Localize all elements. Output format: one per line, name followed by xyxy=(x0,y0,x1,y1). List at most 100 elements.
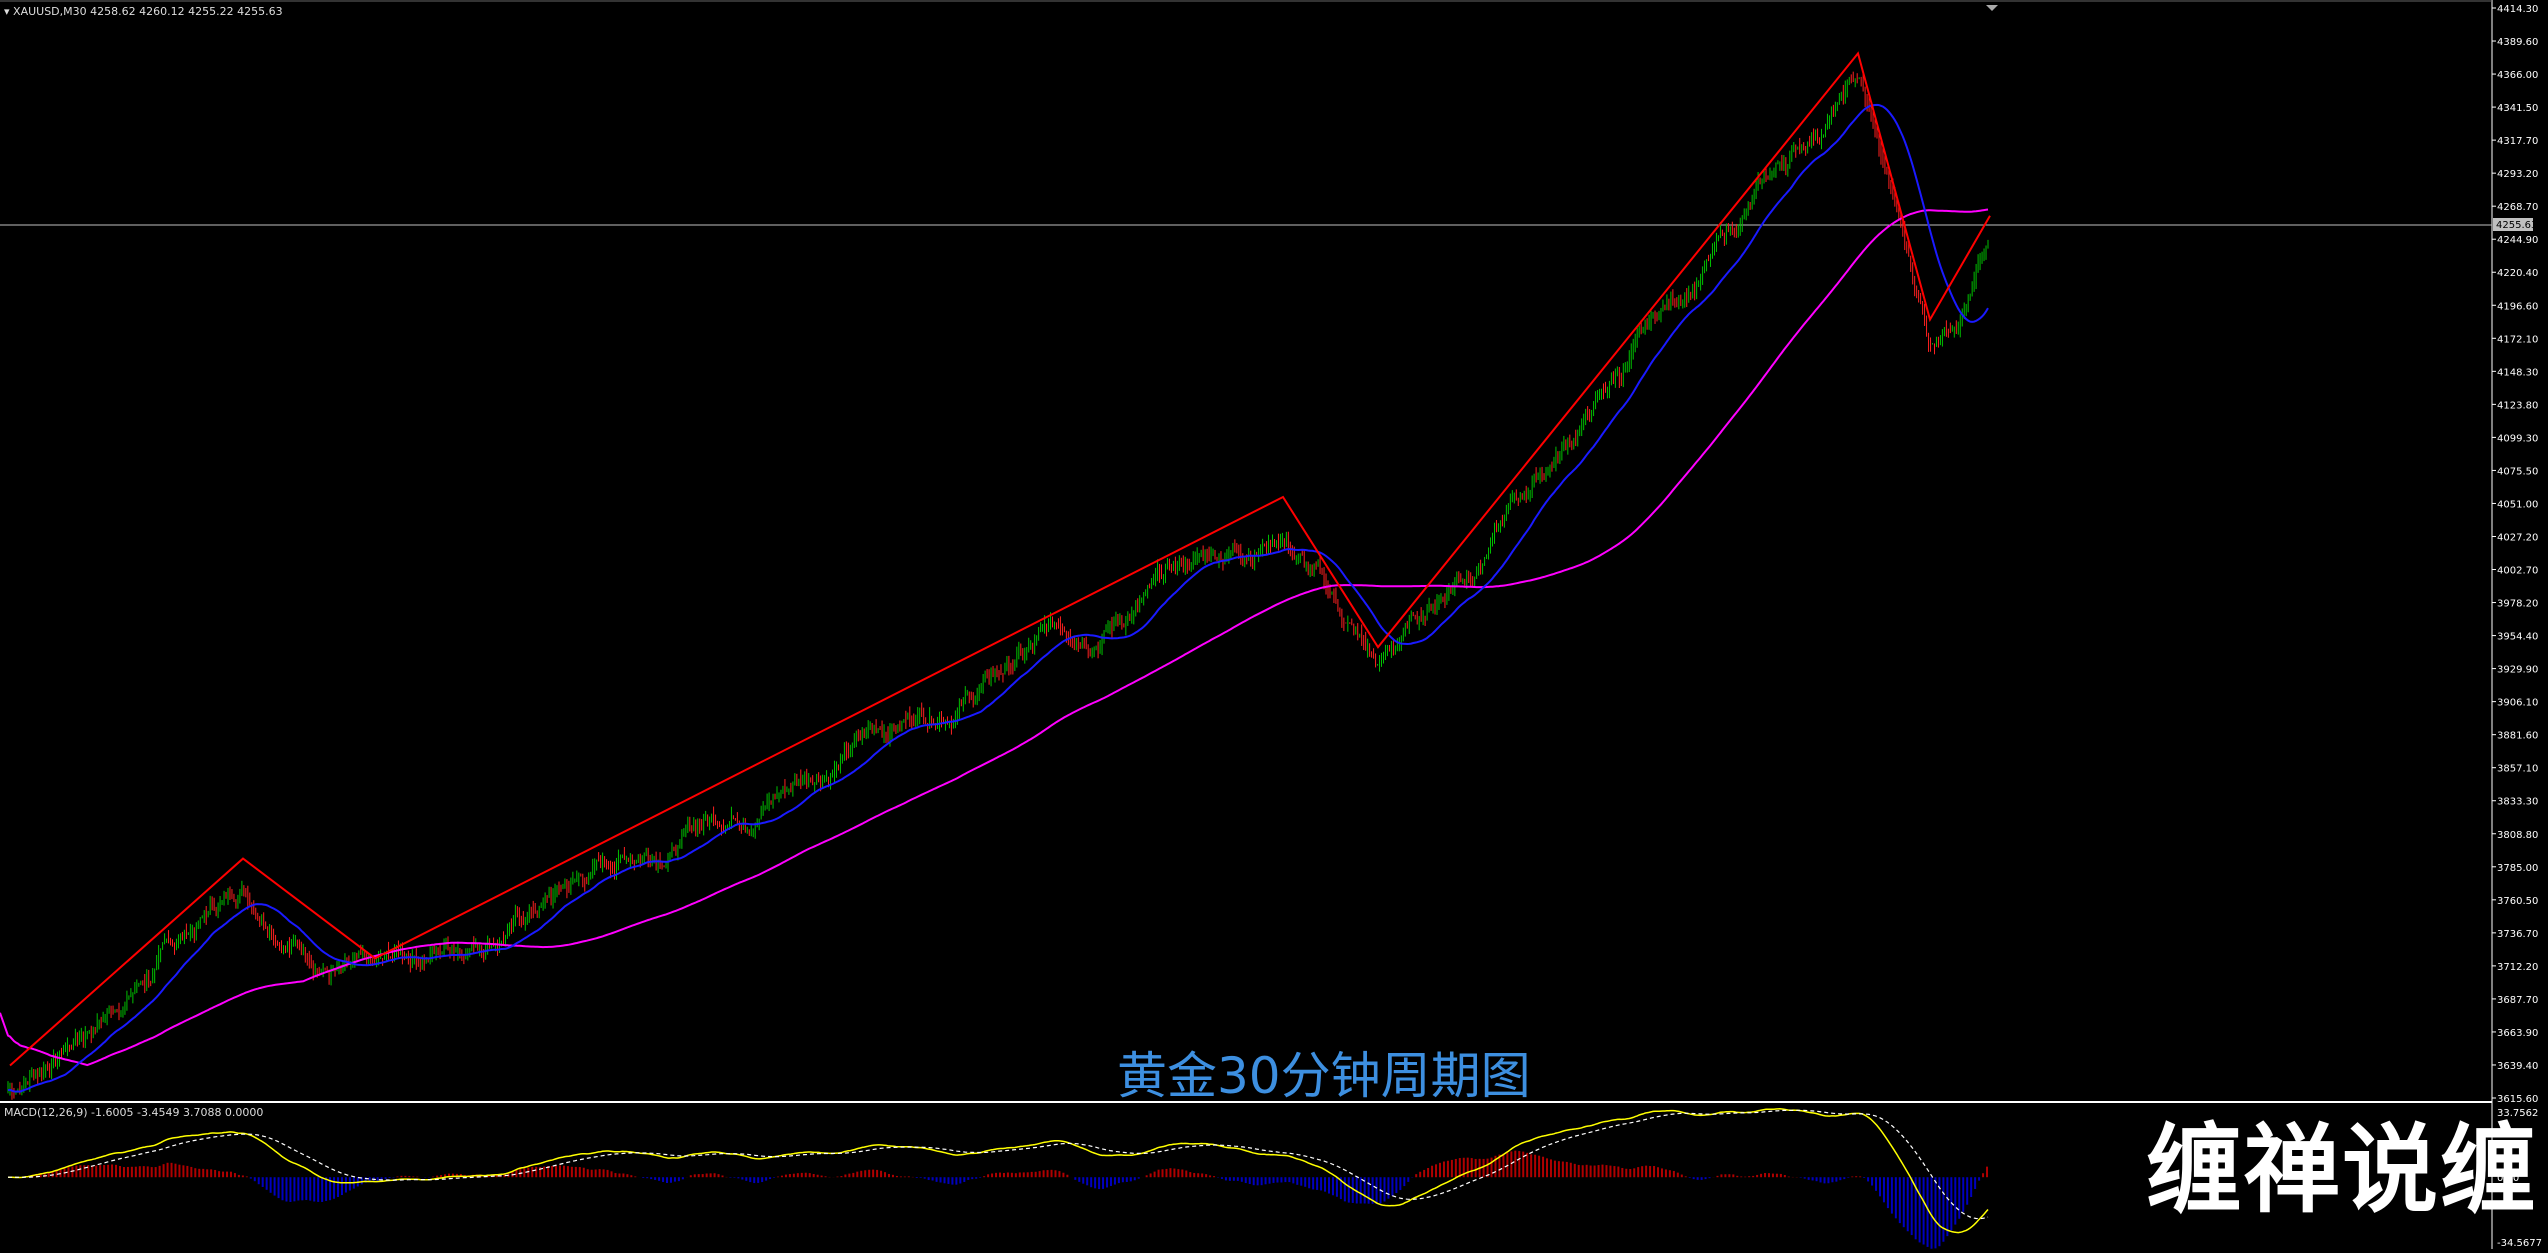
macd-histogram-bar xyxy=(1942,1177,1944,1242)
macd-histogram-bar xyxy=(773,1177,775,1178)
chart-shift-icon[interactable] xyxy=(1986,5,1998,11)
macd-histogram-bar xyxy=(1518,1151,1520,1177)
macd-histogram-bar xyxy=(642,1177,644,1178)
macd-histogram-bar xyxy=(1086,1177,1088,1185)
macd-histogram-bar xyxy=(1764,1173,1766,1177)
macd-histogram-bar xyxy=(79,1165,81,1177)
macd-histogram-bar xyxy=(1165,1169,1167,1177)
macd-histogram-bar xyxy=(924,1177,926,1178)
macd-histogram-bar xyxy=(1934,1177,1936,1248)
macd-histogram-bar xyxy=(266,1177,268,1190)
macd-histogram-bar xyxy=(1709,1177,1711,1178)
price-axis-label: 4244.90 xyxy=(2497,235,2538,246)
macd-histogram-bar xyxy=(1804,1177,1806,1178)
macd-histogram-bar xyxy=(167,1163,169,1177)
macd-histogram-bar xyxy=(599,1169,601,1177)
macd-histogram-bar xyxy=(71,1167,73,1178)
macd-histogram-bar xyxy=(761,1177,763,1182)
macd-histogram-bar xyxy=(1431,1166,1433,1177)
macd-histogram-bar xyxy=(650,1177,652,1179)
macd-histogram-bar xyxy=(1923,1177,1925,1244)
macd-histogram-bar xyxy=(1249,1177,1251,1184)
macd-histogram-bar xyxy=(1716,1176,1718,1177)
macd-histogram-bar xyxy=(618,1173,620,1177)
triangle-down-icon[interactable]: ▾ xyxy=(4,5,10,18)
macd-histogram-bar xyxy=(1617,1167,1619,1178)
macd-histogram-bar xyxy=(555,1166,557,1177)
price-axis-label: 4268.70 xyxy=(2497,202,2538,213)
macd-histogram-bar xyxy=(131,1167,133,1177)
macd-histogram-bar xyxy=(349,1177,351,1190)
macd-histogram-bar xyxy=(523,1168,525,1177)
macd-histogram-bar xyxy=(1387,1177,1389,1198)
macd-histogram-bar xyxy=(1534,1155,1536,1177)
price-axis-label: 4172.10 xyxy=(2497,334,2538,345)
macd-histogram-bar xyxy=(1173,1169,1175,1178)
macd-histogram-bar xyxy=(575,1167,577,1177)
macd-histogram-bar xyxy=(206,1169,208,1177)
macd-histogram-bar xyxy=(1058,1171,1060,1177)
macd-histogram-bar xyxy=(626,1174,628,1177)
macd-histogram-bar xyxy=(1685,1176,1687,1177)
price-axis-label: 4293.20 xyxy=(2497,169,2538,180)
price-axis-label: 3881.60 xyxy=(2497,731,2538,742)
macd-histogram-bar xyxy=(1867,1177,1869,1181)
macd-histogram-bar xyxy=(999,1173,1001,1178)
macd-histogram-bar xyxy=(801,1173,803,1177)
macd-histogram-bar xyxy=(143,1166,145,1177)
macd-histogram-bar xyxy=(611,1171,613,1177)
macd-histogram-bar xyxy=(836,1177,838,1178)
macd-histogram-bar xyxy=(904,1177,906,1178)
macd-histogram-bar xyxy=(159,1166,161,1177)
macd-histogram-bar xyxy=(1459,1158,1461,1177)
price-axis-label: 3808.80 xyxy=(2497,830,2538,841)
macd-histogram-bar xyxy=(535,1167,537,1177)
macd-histogram-bar xyxy=(1705,1177,1707,1179)
macd-histogram-bar xyxy=(1526,1153,1528,1177)
macd-histogram-bar xyxy=(1003,1173,1005,1177)
macd-histogram-bar xyxy=(1899,1177,1901,1223)
macd-axis-label: -34.5677 xyxy=(2497,1238,2542,1249)
macd-histogram-bar xyxy=(1110,1177,1112,1186)
macd-histogram-bar xyxy=(107,1165,109,1177)
macd-histogram-bar xyxy=(1827,1177,1829,1183)
macd-histogram-bar xyxy=(1598,1165,1600,1177)
macd-histogram-bar xyxy=(714,1173,716,1177)
macd-histogram-bar xyxy=(1114,1177,1116,1184)
macd-histogram-bar xyxy=(147,1166,149,1177)
macd-histogram-bar xyxy=(95,1166,97,1178)
macd-histogram-bar xyxy=(345,1177,347,1192)
macd-histogram-bar xyxy=(1812,1177,1814,1180)
macd-histogram-bar xyxy=(412,1176,414,1177)
zigzag-line xyxy=(10,53,1990,1065)
macd-histogram-bar xyxy=(1134,1177,1136,1180)
macd-histogram-bar xyxy=(1146,1175,1148,1177)
macd-histogram-bar xyxy=(1261,1177,1263,1185)
macd-histogram-bar xyxy=(805,1173,807,1177)
macd-histogram-bar xyxy=(1665,1169,1667,1177)
macd-histogram-bar xyxy=(1407,1177,1409,1182)
price-axis-label: 4414.30 xyxy=(2497,4,2538,15)
macd-histogram-bar xyxy=(1451,1160,1453,1177)
macd-histogram-bar xyxy=(757,1177,759,1183)
macd-histogram-bar xyxy=(864,1170,866,1177)
macd-histogram-bar xyxy=(301,1177,303,1200)
macd-histogram-bar xyxy=(285,1177,287,1201)
macd-histogram-bar xyxy=(769,1177,771,1179)
macd-histogram-bar xyxy=(670,1177,672,1183)
macd-histogram-bar xyxy=(1645,1166,1647,1178)
macd-histogram-bar xyxy=(809,1173,811,1177)
macd-histogram-bar xyxy=(1554,1161,1556,1178)
price-axis-label: 3785.00 xyxy=(2497,863,2538,874)
symbol-label: XAUUSD,M30 xyxy=(13,5,87,18)
macd-histogram-bar xyxy=(250,1177,252,1178)
macd-histogram-bar xyxy=(1875,1177,1877,1191)
macd-histogram-bar xyxy=(1863,1177,1865,1178)
macd-histogram-bar xyxy=(1570,1163,1572,1177)
macd-histogram-bar xyxy=(928,1177,930,1180)
price-axis[interactable]: 4414.304389.604366.004341.504317.704293.… xyxy=(2492,4,2538,1105)
macd-histogram-bar xyxy=(785,1175,787,1178)
macd-histogram-bar xyxy=(1669,1170,1671,1177)
macd-histogram-bar xyxy=(274,1177,276,1195)
